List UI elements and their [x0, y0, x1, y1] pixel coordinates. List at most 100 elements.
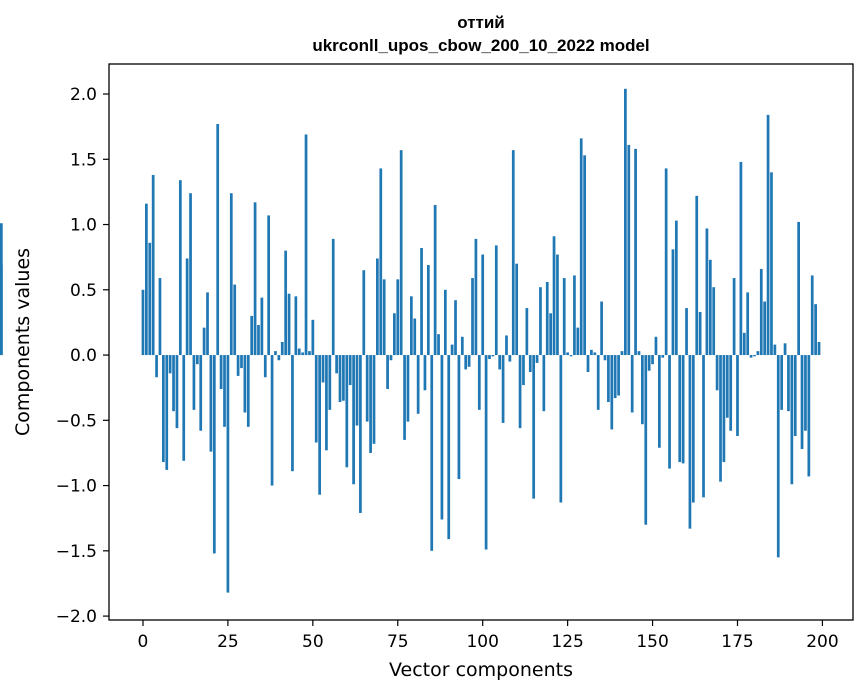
bar-58 — [338, 355, 342, 403]
bar-60 — [345, 355, 349, 468]
bar-137 — [607, 355, 610, 403]
x-tick-label: 125 — [551, 632, 583, 652]
bar-59 — [342, 355, 345, 401]
bar-127 — [573, 275, 576, 356]
bar-49 — [308, 351, 311, 356]
bar-167 — [708, 259, 712, 356]
bar-97 — [471, 278, 474, 356]
y-tick-label: 1.5 — [70, 150, 97, 170]
bar-6 — [162, 355, 165, 463]
bar-79 — [410, 296, 413, 356]
bar-78 — [406, 355, 410, 422]
bar-138 — [610, 355, 614, 430]
bar-186 — [773, 344, 777, 356]
bar-12 — [182, 355, 186, 461]
chart-subtitle: ukrconll_upos_cbow_200_10_2022 model — [312, 36, 649, 55]
bar-113 — [525, 308, 529, 356]
bar-134 — [596, 355, 600, 410]
bar-35 — [260, 297, 264, 356]
bar-182 — [759, 268, 763, 356]
bar-41 — [280, 342, 284, 356]
x-tick-label: 100 — [466, 632, 498, 652]
x-tick-label: 0 — [138, 632, 149, 652]
bar-112 — [522, 355, 525, 386]
bar-5 — [158, 278, 162, 356]
bar-115 — [532, 355, 536, 499]
bar-undefined — [0, 265, 3, 356]
x-axis-ticks: 0 25 50 75 100 125 150 175 200 — [138, 620, 839, 652]
bar-16 — [195, 355, 199, 365]
bar-100 — [481, 254, 485, 356]
bar-61 — [348, 355, 352, 386]
bar-77 — [403, 355, 406, 440]
bar-50 — [311, 319, 315, 356]
bar-171 — [722, 355, 726, 463]
bar-133 — [593, 352, 597, 356]
bar-67 — [369, 355, 372, 453]
bar-74 — [393, 313, 396, 356]
bar-72 — [386, 355, 389, 389]
bar-94 — [460, 336, 464, 356]
bar-101 — [484, 355, 488, 550]
bar-187 — [776, 355, 780, 558]
bar-45 — [294, 296, 298, 356]
bar-14 — [189, 193, 192, 356]
bar-65 — [362, 270, 366, 356]
bar-105 — [498, 355, 502, 370]
bar-103 — [491, 355, 495, 357]
bar-139 — [613, 355, 617, 399]
bar-99 — [477, 355, 481, 410]
bar-124 — [562, 278, 566, 356]
bar-88 — [440, 355, 444, 520]
bar-15 — [192, 355, 196, 410]
bar-40 — [277, 355, 281, 361]
bar-10 — [175, 355, 179, 429]
bar-140 — [617, 355, 620, 396]
bar-128 — [576, 327, 580, 356]
bar-39 — [274, 351, 277, 356]
bar-86 — [433, 204, 437, 356]
bar-92 — [454, 300, 457, 356]
bar-20 — [209, 355, 213, 452]
bar-107 — [505, 335, 508, 356]
bar-185 — [770, 172, 773, 356]
bar-144 — [630, 355, 634, 413]
bar-9 — [172, 355, 175, 412]
bar-21 — [212, 355, 216, 554]
bar-109 — [511, 150, 515, 356]
bar-188 — [780, 355, 784, 410]
bar-152 — [658, 355, 661, 448]
bar-130 — [583, 155, 586, 356]
bar-172 — [725, 355, 729, 418]
bar-70 — [379, 168, 383, 356]
x-axis-label: Vector components — [389, 659, 573, 681]
bar-160 — [685, 308, 688, 356]
bar-195 — [804, 355, 807, 431]
bar-4 — [155, 355, 158, 378]
bar-143 — [627, 144, 631, 356]
bar-122 — [556, 254, 559, 356]
bar-1 — [145, 203, 148, 356]
bar-7 — [165, 355, 169, 470]
bar-197 — [810, 275, 814, 356]
bar-33 — [253, 202, 257, 356]
bar-57 — [335, 355, 338, 374]
bar-136 — [603, 355, 607, 361]
bar-66 — [365, 355, 369, 422]
bar-32 — [250, 315, 254, 356]
bar-18 — [202, 327, 206, 356]
bar-151 — [654, 336, 658, 356]
bar-162 — [691, 355, 695, 503]
bar-93 — [457, 355, 461, 480]
bar-154 — [664, 168, 668, 356]
y-tick-label: 2.0 — [70, 85, 97, 105]
bar-156 — [671, 249, 675, 356]
bar-63 — [355, 355, 359, 426]
bar-108 — [508, 355, 512, 362]
bar-194 — [800, 355, 804, 450]
bar-120 — [549, 313, 552, 356]
y-axis-ticks: −2.0 −1.5 −1.0 −0.5 0.0 0.5 1.0 1.5 2.0 — [56, 85, 109, 627]
y-axis-label: Components values — [12, 248, 34, 436]
bar-11 — [178, 180, 182, 356]
